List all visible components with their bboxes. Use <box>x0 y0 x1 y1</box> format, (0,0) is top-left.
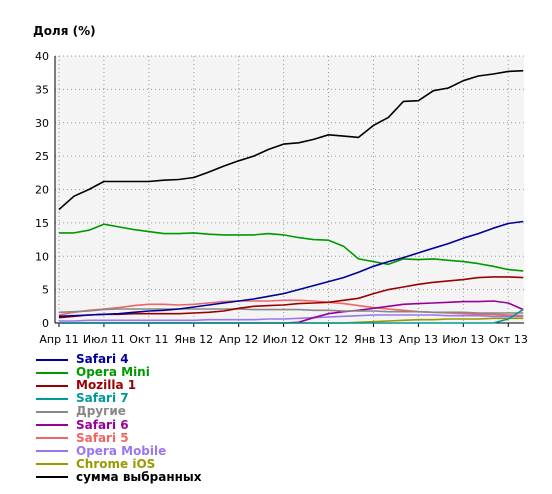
legend-swatch <box>36 463 68 466</box>
plot-background <box>55 56 524 323</box>
legend-label: Opera Mini <box>76 365 150 380</box>
x-tick-label: Окт 12 <box>309 333 348 346</box>
legend-label: Safari 4 <box>76 352 129 367</box>
legend-swatch <box>36 384 68 387</box>
legend-item: сумма выбранных <box>36 469 202 484</box>
legend-label: сумма выбранных <box>76 469 202 484</box>
x-tick-label: Янв 12 <box>174 333 213 346</box>
legend-swatch <box>36 450 68 453</box>
y-tick-label: 35 <box>35 83 49 96</box>
series-line-сумма-выбранных <box>58 69 524 211</box>
y-tick-label: 30 <box>35 117 49 130</box>
series-line-другие <box>58 308 524 314</box>
legend-item: Chrome iOS <box>36 456 202 471</box>
legend-swatch <box>36 437 68 440</box>
x-tick-label: Окт 13 <box>489 333 528 346</box>
legend-item: Safari 7 <box>36 392 202 405</box>
series-line-opera-mini <box>59 223 524 272</box>
y-tick-label: 10 <box>35 250 49 263</box>
legend-swatch <box>36 397 68 400</box>
legend-swatch <box>36 371 68 374</box>
y-tick-label: 15 <box>35 217 49 230</box>
line-chart: 0 5 10 15 20 25 30 35 40 Апр 11 Июл 11 Окт 11 Янв 12… <box>35 50 528 346</box>
series-line-opera-mobile <box>59 314 524 322</box>
x-tick-label: Апр 13 <box>399 333 438 346</box>
legend-item: Safari 6 <box>36 418 202 431</box>
y-tick-label: 40 <box>35 50 49 63</box>
legend-label: Safari 5 <box>76 430 129 445</box>
legend-swatch <box>36 424 68 427</box>
legend-item: Safari 4 <box>36 353 202 366</box>
legend-swatch <box>36 410 68 413</box>
legend-label: Mozilla 1 <box>76 378 137 393</box>
x-tick-label: Янв 13 <box>354 333 393 346</box>
series-line-mozilla-1 <box>58 276 524 319</box>
x-tick-label: Апр 11 <box>39 333 78 346</box>
legend-label: Chrome iOS <box>76 456 156 471</box>
legend-swatch <box>36 476 68 479</box>
y-tick-label: 25 <box>35 150 49 163</box>
legend-item: Opera Mobile <box>36 443 202 458</box>
legend-label: Opera Mobile <box>76 443 167 458</box>
legend-item: Opera Mini <box>36 366 202 379</box>
legend-item: Другие <box>36 405 202 418</box>
legend-item: Mozilla 1 <box>36 379 202 392</box>
x-tick-label: Апр 12 <box>219 333 258 346</box>
x-tick-label: Окт 11 <box>129 333 168 346</box>
x-tick-label: Июл 11 <box>83 333 125 346</box>
chart-legend: Safari 4 Opera Mini Mozilla 1 Safari 7 Други… <box>36 353 202 484</box>
legend-label: Safari 7 <box>76 391 129 406</box>
legend-label: Safari 6 <box>76 417 129 432</box>
y-tick-label: 20 <box>35 184 49 197</box>
x-tick-label: Июл 12 <box>263 333 305 346</box>
legend-swatch <box>36 358 68 361</box>
x-tick-label: Июл 13 <box>442 333 484 346</box>
y-tick-label: 5 <box>42 284 49 297</box>
series-line-safari-4 <box>58 220 524 318</box>
y-tick-label: 0 <box>42 317 49 330</box>
series-line-safari-7 <box>59 308 524 324</box>
legend-item: Safari 5 <box>36 430 202 445</box>
legend-label: Другие <box>76 404 126 419</box>
y-axis-label: Доля (%) <box>33 24 96 38</box>
